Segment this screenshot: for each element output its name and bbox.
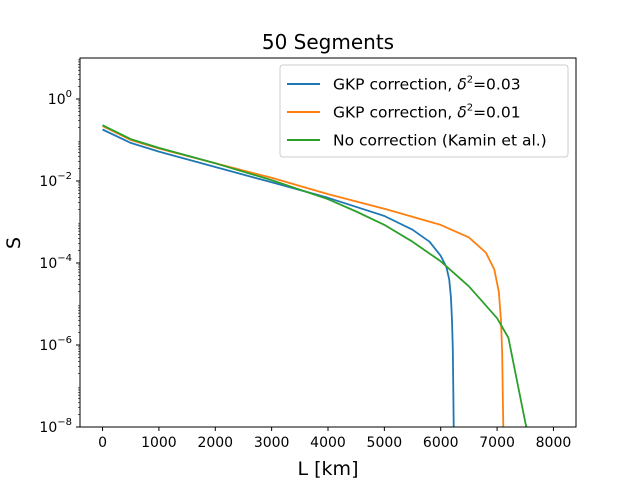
x-tick-label: 4000 [310,435,346,451]
y-axis-label: S [3,237,25,249]
series-layer [102,124,528,428]
y-tick-label: 10−2 [39,171,72,190]
legend-label-1: GKP correction, δ2=0.03 [333,75,521,94]
legend: GKP correction, δ2=0.03 GKP correction, δ… [279,64,569,158]
y-axis: 100 10−2 10−4 10−6 10−8 [39,59,80,436]
x-tick-label: 3000 [254,435,290,451]
y-tick-label: 10−8 [39,417,72,436]
x-tick-label: 7000 [479,435,515,451]
x-axis: 0 1000 2000 3000 4000 5000 6000 7000 8000 [98,427,571,451]
chart-title: 50 Segments [262,30,394,54]
series-line-1 [102,128,455,428]
x-tick-label: 5000 [367,435,403,451]
x-tick-label: 0 [98,435,107,451]
legend-label-2: GKP correction, δ2=0.01 [333,103,521,122]
y-tick-label: 100 [48,89,72,108]
x-axis-label: L [km] [298,458,359,480]
x-tick-label: 8000 [536,435,572,451]
x-tick-label: 2000 [197,435,233,451]
legend-box [279,64,569,158]
y-tick-label: 10−4 [39,253,72,272]
legend-label-3: No correction (Kamin et al.) [333,132,547,150]
series-line-3 [102,124,528,428]
x-tick-label: 1000 [141,435,177,451]
y-tick-label: 10−6 [39,335,72,354]
x-tick-label: 6000 [423,435,459,451]
